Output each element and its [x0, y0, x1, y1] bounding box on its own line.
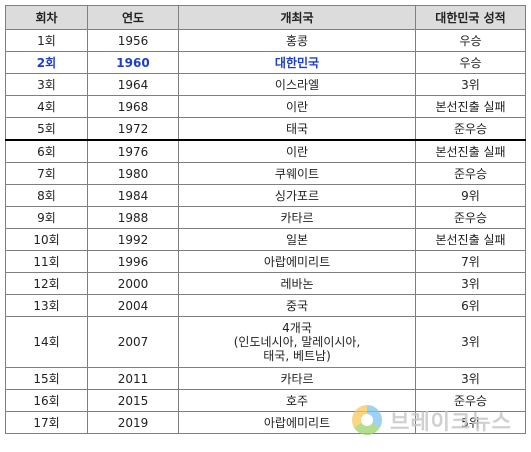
- cell-round: 17회: [5, 411, 88, 434]
- cell-host: 아랍에미리트: [178, 411, 416, 434]
- cell-host: 중국: [178, 294, 416, 317]
- table-row: 11회 1996 아랍에미리트 7위: [5, 250, 526, 273]
- cell-round: 10회: [5, 228, 88, 251]
- cell-round: 5회: [5, 117, 88, 141]
- cell-year: 1964: [87, 73, 179, 96]
- cell-round: 16회: [5, 389, 88, 412]
- cell-year: 2004: [87, 294, 179, 317]
- table-row: 3회 1964 이스라엘 3위: [5, 73, 526, 96]
- cell-result: 준우승: [415, 162, 526, 185]
- cell-host: 레바논: [178, 272, 416, 295]
- table-row: 7회 1980 쿠웨이트 준우승: [5, 162, 526, 185]
- cell-result: 3위: [415, 316, 526, 368]
- table-row: 1회 1956 홍콩 우승: [5, 29, 526, 52]
- table-header-row: 회차 연도 개최국 대한민국 성적: [5, 5, 526, 30]
- cell-round: 4회: [5, 95, 88, 118]
- cell-host: 홍콩: [178, 29, 416, 52]
- cell-year: 1996: [87, 250, 179, 273]
- cell-host: 이란: [178, 95, 416, 118]
- table-row: 4회 1968 이란 본선진출 실패: [5, 95, 526, 118]
- table-row: 9회 1988 카타르 준우승: [5, 206, 526, 229]
- cell-host: 쿠웨이트: [178, 162, 416, 185]
- table-row: 15회 2011 카타르 3위: [5, 367, 526, 390]
- cell-year: 1968: [87, 95, 179, 118]
- cell-year: 1992: [87, 228, 179, 251]
- cell-round: 8회: [5, 184, 88, 207]
- table-row: 17회 2019 아랍에미리트 5위: [5, 411, 526, 434]
- cell-host: 일본: [178, 228, 416, 251]
- table-row: 14회 2007 4개국 (인도네시아, 말레이시아, 태국, 베트남) 3위: [5, 316, 526, 368]
- table-row: 6회 1976 이란 본선진출 실패: [5, 139, 526, 163]
- header-year: 연도: [87, 5, 179, 30]
- cell-host: 아랍에미리트: [178, 250, 416, 273]
- table-row: 13회 2004 중국 6위: [5, 294, 526, 317]
- cell-result: 우승: [415, 51, 526, 74]
- cell-result: 5위: [415, 411, 526, 434]
- cell-host: 호주: [178, 389, 416, 412]
- cell-round: 11회: [5, 250, 88, 273]
- cell-result: 3위: [415, 272, 526, 295]
- header-host: 개최국: [178, 5, 416, 30]
- asian-cup-results-table: 회차 연도 개최국 대한민국 성적 1회 1956 홍콩 우승 2회 1960 …: [5, 5, 526, 434]
- table-row: 5회 1972 태국 준우승: [5, 117, 526, 141]
- cell-result: 본선진출 실패: [415, 95, 526, 118]
- cell-year: 1956: [87, 29, 179, 52]
- cell-result: 준우승: [415, 389, 526, 412]
- cell-host: 카타르: [178, 206, 416, 229]
- cell-host: 이란: [178, 139, 416, 163]
- host-line: 4개국: [282, 321, 312, 335]
- cell-year: 1980: [87, 162, 179, 185]
- cell-round: 13회: [5, 294, 88, 317]
- cell-year: 1984: [87, 184, 179, 207]
- table-row: 8회 1984 싱가포르 9위: [5, 184, 526, 207]
- cell-round: 6회: [5, 139, 88, 163]
- host-line: 태국, 베트남): [263, 349, 331, 363]
- cell-year: 2011: [87, 367, 179, 390]
- cell-result: 3위: [415, 73, 526, 96]
- cell-result: 7위: [415, 250, 526, 273]
- cell-year: 2015: [87, 389, 179, 412]
- cell-result: 3위: [415, 367, 526, 390]
- cell-round: 3회: [5, 73, 88, 96]
- cell-host: 싱가포르: [178, 184, 416, 207]
- header-result: 대한민국 성적: [415, 5, 526, 30]
- table-row-highlighted: 2회 1960 대한민국 우승: [5, 51, 526, 74]
- table-row: 12회 2000 레바논 3위: [5, 272, 526, 295]
- cell-year: 1976: [87, 139, 179, 163]
- cell-result: 준우승: [415, 117, 526, 141]
- cell-year: 2000: [87, 272, 179, 295]
- cell-host: 카타르: [178, 367, 416, 390]
- cell-host: 4개국 (인도네시아, 말레이시아, 태국, 베트남): [178, 316, 416, 368]
- cell-year: 1960: [87, 51, 179, 74]
- cell-result: 9위: [415, 184, 526, 207]
- cell-round: 7회: [5, 162, 88, 185]
- cell-round: 9회: [5, 206, 88, 229]
- cell-year: 1988: [87, 206, 179, 229]
- cell-host: 대한민국: [178, 51, 416, 74]
- cell-result: 6위: [415, 294, 526, 317]
- cell-host: 태국: [178, 117, 416, 141]
- cell-round: 2회: [5, 51, 88, 74]
- cell-result: 본선진출 실패: [415, 139, 526, 163]
- host-line: (인도네시아, 말레이시아,: [233, 335, 361, 349]
- cell-year: 2019: [87, 411, 179, 434]
- cell-round: 14회: [5, 316, 88, 368]
- cell-round: 15회: [5, 367, 88, 390]
- header-round: 회차: [5, 5, 88, 30]
- cell-result: 우승: [415, 29, 526, 52]
- cell-year: 1972: [87, 117, 179, 141]
- cell-round: 1회: [5, 29, 88, 52]
- table-row: 10회 1992 일본 본선진출 실패: [5, 228, 526, 251]
- cell-host: 이스라엘: [178, 73, 416, 96]
- table-row: 16회 2015 호주 준우승: [5, 389, 526, 412]
- cell-year: 2007: [87, 316, 179, 368]
- cell-result: 본선진출 실패: [415, 228, 526, 251]
- cell-result: 준우승: [415, 206, 526, 229]
- cell-round: 12회: [5, 272, 88, 295]
